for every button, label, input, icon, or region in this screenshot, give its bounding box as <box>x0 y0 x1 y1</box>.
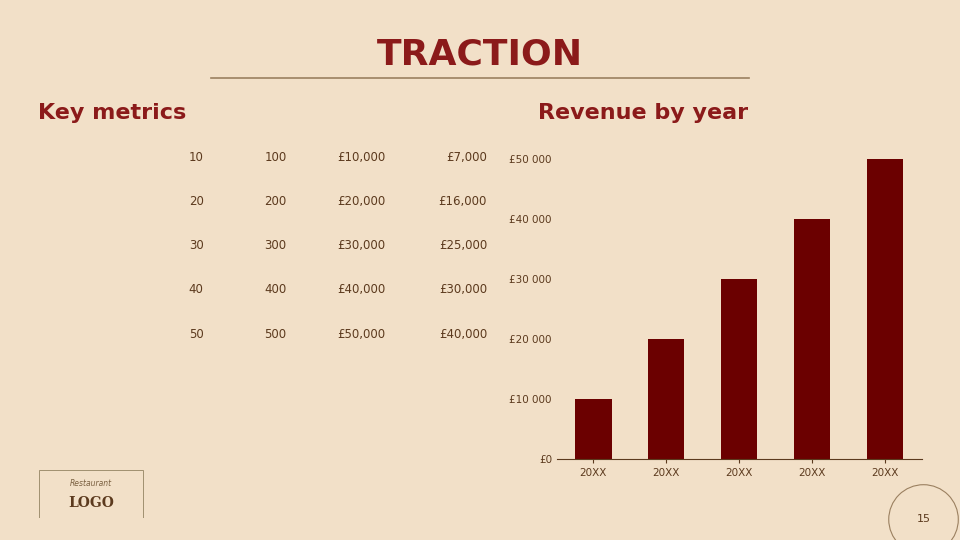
Text: 30: 30 <box>189 239 204 252</box>
Text: Orders: Orders <box>236 104 274 114</box>
Text: 10: 10 <box>189 151 204 164</box>
Text: 20XX: 20XX <box>69 284 100 296</box>
Text: £30,000: £30,000 <box>439 284 487 296</box>
Text: 100: 100 <box>264 151 286 164</box>
Text: 20XX: 20XX <box>69 151 100 164</box>
Text: £7,000: £7,000 <box>446 151 487 164</box>
Text: TRACTION: TRACTION <box>377 38 583 72</box>
Text: £40,000: £40,000 <box>439 328 487 341</box>
Text: £10,000: £10,000 <box>337 151 386 164</box>
Text: 300: 300 <box>264 239 286 252</box>
Text: £40,000: £40,000 <box>337 284 386 296</box>
Bar <box>648 339 684 459</box>
Text: Clients: Clients <box>153 104 191 114</box>
Text: Restaurant: Restaurant <box>70 479 112 488</box>
Text: Key metrics: Key metrics <box>38 103 186 123</box>
Text: 15: 15 <box>917 515 930 524</box>
Text: 20XX: 20XX <box>69 239 100 252</box>
Text: £50,000: £50,000 <box>338 328 386 341</box>
Text: Net
revenue: Net revenue <box>425 98 471 120</box>
Bar <box>867 159 903 459</box>
Text: 20XX: 20XX <box>69 328 100 341</box>
Text: 200: 200 <box>264 195 286 208</box>
Text: Gross
revenue: Gross revenue <box>324 98 370 120</box>
Bar <box>721 279 757 459</box>
Text: 500: 500 <box>264 328 286 341</box>
Text: 50: 50 <box>189 328 204 341</box>
Text: LOGO: LOGO <box>68 496 114 510</box>
Text: 20: 20 <box>189 195 204 208</box>
Bar <box>575 399 612 459</box>
Text: 400: 400 <box>264 284 286 296</box>
Text: 40: 40 <box>189 284 204 296</box>
Text: 20XX: 20XX <box>69 195 100 208</box>
Text: £25,000: £25,000 <box>439 239 487 252</box>
Text: £30,000: £30,000 <box>338 239 386 252</box>
Text: £20,000: £20,000 <box>337 195 386 208</box>
Text: Revenue by year: Revenue by year <box>538 103 748 123</box>
Bar <box>794 219 830 459</box>
Text: £16,000: £16,000 <box>439 195 487 208</box>
